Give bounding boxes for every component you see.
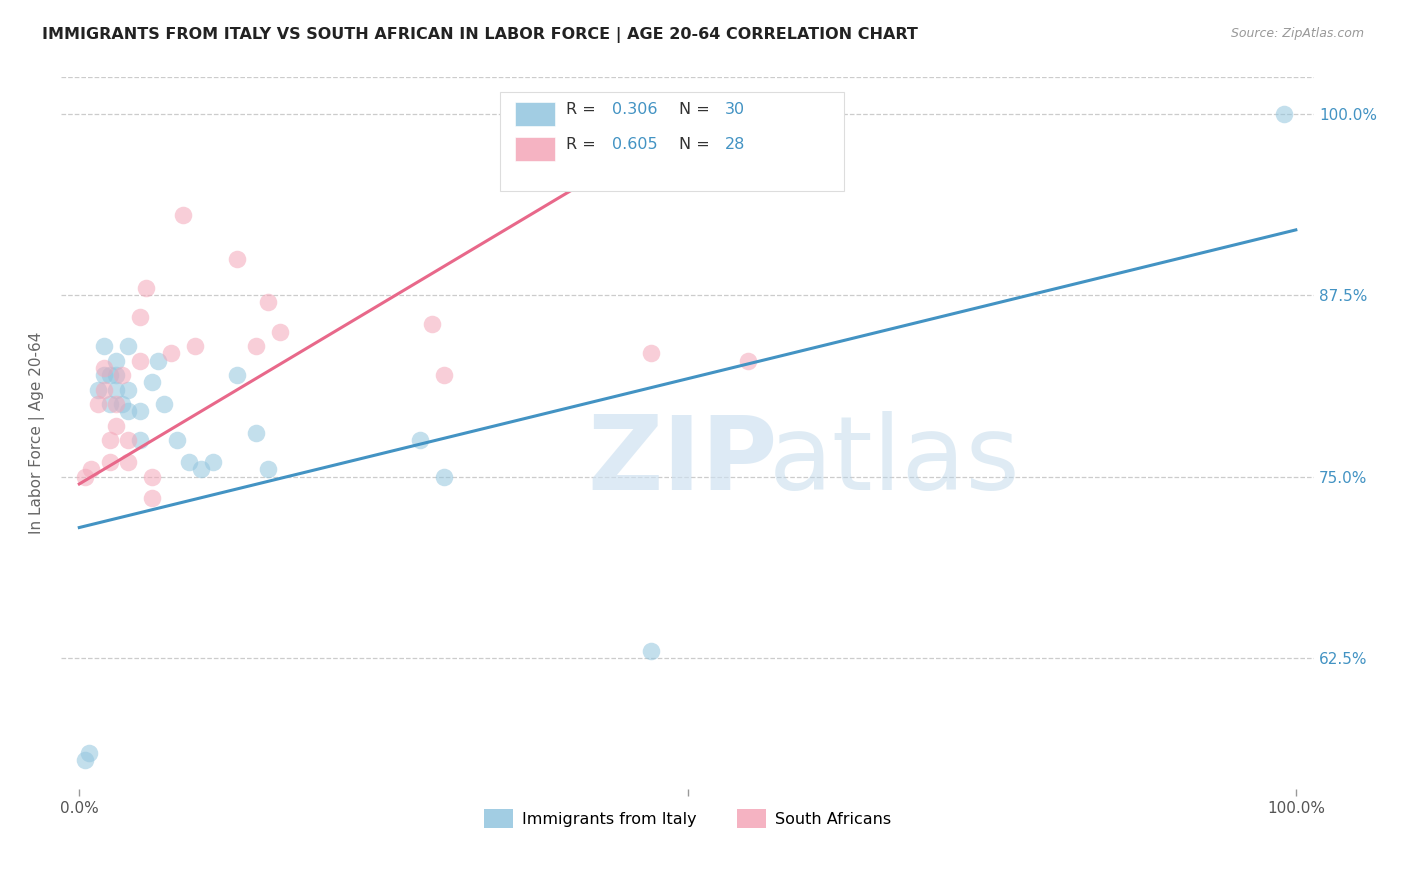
Point xyxy=(245,426,267,441)
Point xyxy=(86,383,108,397)
Point xyxy=(640,644,662,658)
Point xyxy=(141,469,163,483)
Text: atlas: atlas xyxy=(769,411,1021,512)
Point xyxy=(177,455,200,469)
Legend: Immigrants from Italy, South Africans: Immigrants from Italy, South Africans xyxy=(478,803,897,834)
Text: N =: N = xyxy=(679,137,714,153)
Text: R =: R = xyxy=(567,102,600,117)
Point xyxy=(226,252,249,266)
Point xyxy=(129,310,152,324)
Point xyxy=(104,397,127,411)
Point xyxy=(226,368,249,382)
Point xyxy=(93,360,115,375)
Point xyxy=(93,368,115,382)
Point xyxy=(409,434,432,448)
Point xyxy=(172,208,194,222)
Text: Source: ZipAtlas.com: Source: ZipAtlas.com xyxy=(1230,27,1364,40)
Point xyxy=(104,383,127,397)
Point xyxy=(98,434,121,448)
Point xyxy=(640,346,662,360)
Point xyxy=(148,353,170,368)
Point xyxy=(117,404,139,418)
Point xyxy=(117,339,139,353)
Point xyxy=(77,746,100,760)
Point xyxy=(75,469,97,483)
Point xyxy=(166,434,188,448)
Point xyxy=(104,353,127,368)
Point xyxy=(737,353,759,368)
Point xyxy=(80,462,103,476)
FancyBboxPatch shape xyxy=(499,92,844,191)
Text: 0.306: 0.306 xyxy=(613,102,658,117)
Text: R =: R = xyxy=(567,137,600,153)
Point xyxy=(93,383,115,397)
Point xyxy=(117,434,139,448)
Point xyxy=(257,295,280,310)
Point xyxy=(184,339,207,353)
Point xyxy=(117,455,139,469)
Point xyxy=(159,346,181,360)
Point xyxy=(98,455,121,469)
Y-axis label: In Labor Force | Age 20-64: In Labor Force | Age 20-64 xyxy=(30,332,45,534)
Point xyxy=(104,418,127,433)
Point xyxy=(141,491,163,506)
Point xyxy=(111,397,134,411)
Text: IMMIGRANTS FROM ITALY VS SOUTH AFRICAN IN LABOR FORCE | AGE 20-64 CORRELATION CH: IMMIGRANTS FROM ITALY VS SOUTH AFRICAN I… xyxy=(42,27,918,43)
Point xyxy=(420,318,443,332)
Point xyxy=(129,404,152,418)
Point xyxy=(141,376,163,390)
Point xyxy=(98,368,121,382)
Point xyxy=(75,753,97,767)
Point xyxy=(245,339,267,353)
Point xyxy=(433,368,456,382)
Point xyxy=(129,434,152,448)
Point xyxy=(153,397,176,411)
Point xyxy=(202,455,225,469)
Point xyxy=(1272,107,1295,121)
Text: 28: 28 xyxy=(725,137,745,153)
Point xyxy=(129,353,152,368)
Point xyxy=(111,368,134,382)
Point xyxy=(104,368,127,382)
Text: 30: 30 xyxy=(725,102,745,117)
Point xyxy=(269,325,291,339)
Text: 0.605: 0.605 xyxy=(613,137,658,153)
Text: N =: N = xyxy=(679,102,714,117)
FancyBboxPatch shape xyxy=(515,137,555,161)
Text: ZIP: ZIP xyxy=(588,411,778,512)
FancyBboxPatch shape xyxy=(515,102,555,126)
Point xyxy=(86,397,108,411)
Point xyxy=(93,339,115,353)
Point xyxy=(98,397,121,411)
Point xyxy=(190,462,212,476)
Point xyxy=(433,469,456,483)
Point xyxy=(135,281,157,295)
Point xyxy=(117,383,139,397)
Point xyxy=(257,462,280,476)
